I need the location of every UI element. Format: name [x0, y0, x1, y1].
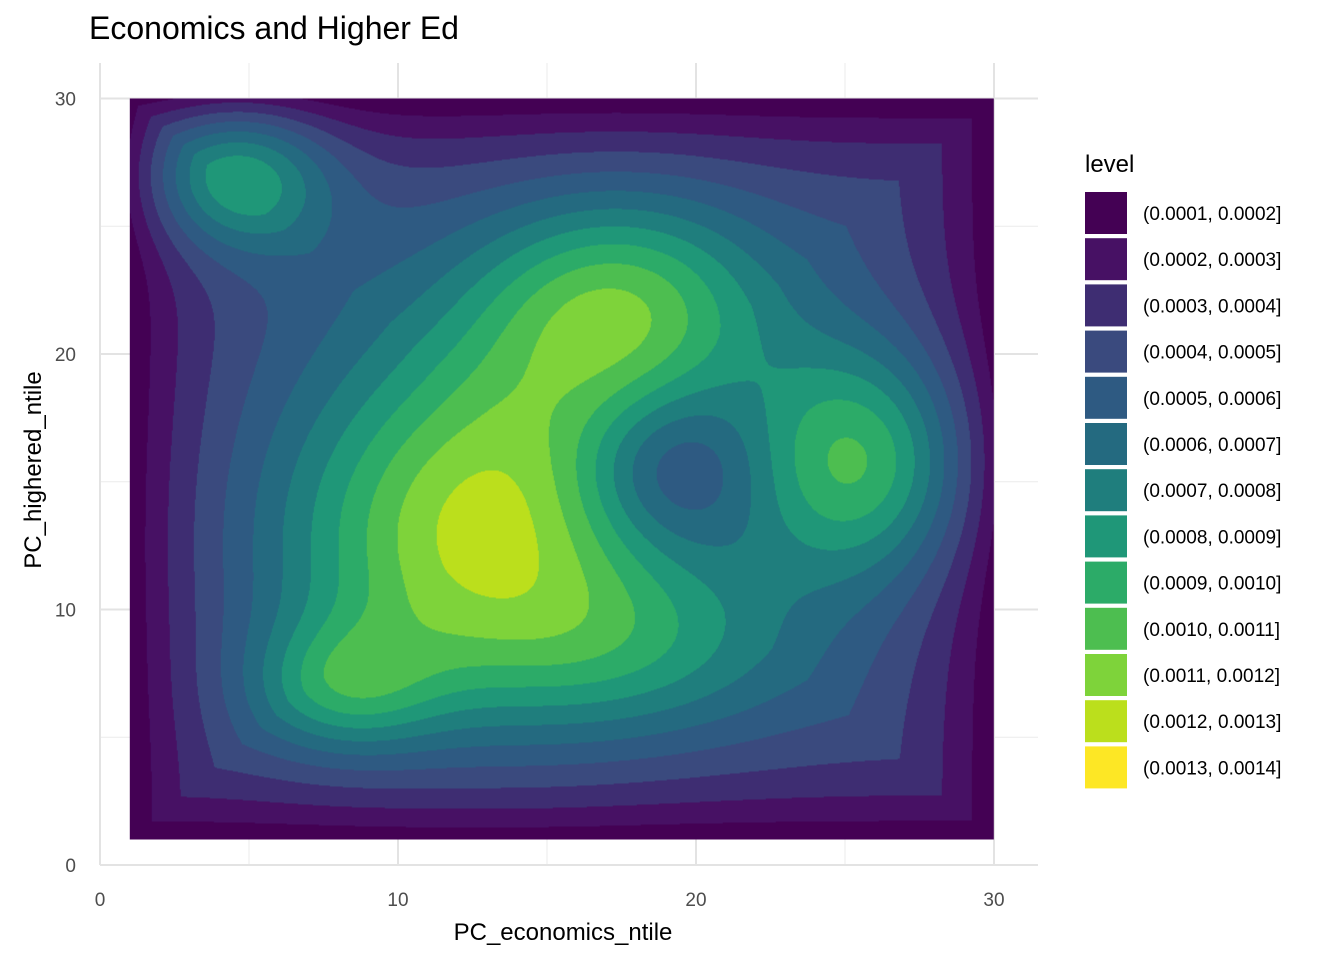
legend-swatch	[1085, 746, 1127, 789]
legend-swatch	[1085, 607, 1127, 650]
chart-title: Economics and Higher Ed	[89, 10, 459, 46]
legend-label: (0.0008, 0.0009]	[1143, 527, 1281, 548]
legend-label: (0.0001, 0.0002]	[1143, 204, 1281, 225]
legend-label: (0.0003, 0.0004]	[1143, 296, 1281, 317]
y-tick-label: 20	[55, 345, 76, 366]
legend-label: (0.0007, 0.0008]	[1143, 481, 1281, 502]
x-tick-label: 10	[387, 890, 408, 911]
legend-swatch	[1085, 284, 1127, 327]
y-tick-label: 30	[55, 90, 76, 111]
legend-swatch	[1085, 654, 1127, 696]
legend-swatch	[1085, 469, 1127, 512]
legend-label: (0.0006, 0.0007]	[1143, 435, 1281, 456]
legend-label: (0.0005, 0.0006]	[1143, 389, 1281, 410]
legend-title: level	[1085, 151, 1134, 178]
y-tick-label: 10	[55, 601, 76, 622]
legend-swatch	[1085, 423, 1127, 465]
y-tick-label: 0	[65, 856, 76, 877]
y-axis-label: PC_highered_ntile	[20, 371, 47, 568]
legend-label: (0.0013, 0.0014]	[1143, 758, 1281, 779]
legend-swatch	[1085, 700, 1127, 743]
contour-raster	[129, 98, 994, 840]
legend-swatch	[1085, 515, 1127, 558]
legend: level (0.0001, 0.0002] (0.0002, 0.0003] (0…	[1085, 151, 1281, 789]
legend-swatch	[1085, 376, 1127, 419]
legend-swatch	[1085, 561, 1127, 604]
legend-label: (0.0004, 0.0005]	[1143, 343, 1281, 364]
legend-label: (0.0012, 0.0013]	[1143, 712, 1281, 733]
legend-swatch	[1085, 238, 1127, 281]
x-tick-label: 20	[685, 890, 706, 911]
x-tick-label: 0	[95, 890, 106, 911]
legend-label: (0.0009, 0.0010]	[1143, 574, 1281, 595]
legend-label: (0.0010, 0.0011]	[1143, 620, 1280, 641]
contour-fill	[129, 98, 994, 840]
x-axis-ticks: 0 10 20 30	[95, 890, 1005, 911]
legend-swatch	[1085, 192, 1127, 234]
legend-label: (0.0011, 0.0012]	[1143, 666, 1280, 687]
y-axis-ticks: 0 10 20 30	[55, 90, 76, 878]
x-axis-label: PC_economics_ntile	[454, 919, 673, 946]
legend-label: (0.0002, 0.0003]	[1143, 250, 1281, 271]
legend-swatch	[1085, 330, 1127, 373]
x-tick-label: 30	[983, 890, 1004, 911]
